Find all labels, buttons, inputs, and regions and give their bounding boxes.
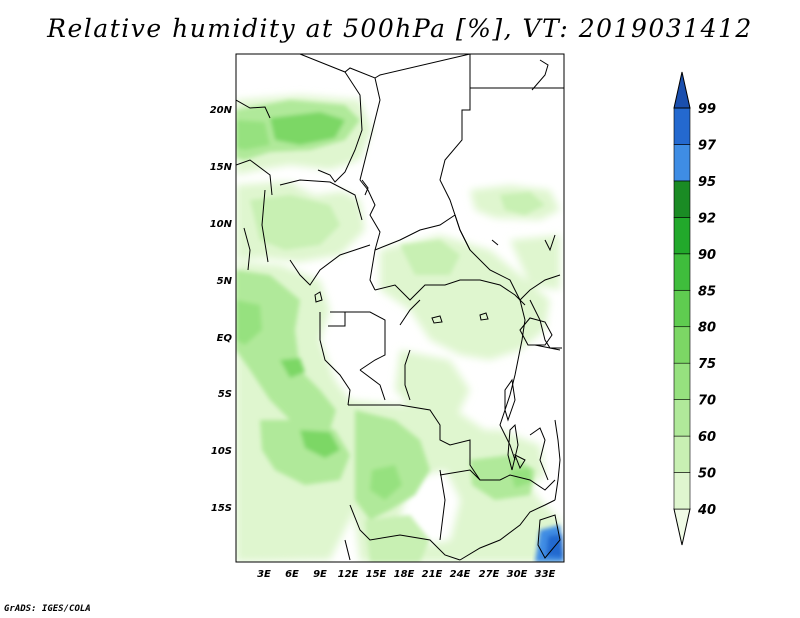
humidity-field [236,70,564,562]
lon-label: 3E [257,569,271,580]
colorbar-bin [673,472,691,510]
colorbar-bin [673,107,691,145]
colorbar-bin [673,362,691,400]
lat-axis-labels: 20N 15N 10N 5N EQ 5S 10S 15S [210,105,233,514]
lat-label: 10S [211,446,232,457]
lon-label: 6E [285,569,299,580]
colorbar-bin [673,289,691,328]
lon-axis-labels: 3E 6E 9E 12E 15E 18E 21E 24E 27E 30E 33E [257,569,555,580]
lon-label: 18E [394,569,415,580]
colorbar-bin [673,435,691,473]
lat-label: 20N [210,105,233,116]
country-borders [236,54,564,561]
lakes [314,291,561,559]
colorbar-label: 75 [698,357,716,372]
colorbar-label: 70 [698,394,716,409]
colorbar-label: 80 [698,321,716,336]
lat-label: 15S [211,503,232,514]
colorbar-label: 90 [698,248,716,263]
colorbar-bin [673,144,691,182]
colorbar-label: 92 [698,211,716,226]
colorbar-label: 85 [698,284,716,299]
lon-label: 24E [450,569,471,580]
colorbar-bin [673,508,691,546]
colorbar-label: 95 [698,175,716,190]
colorbar-label: 99 [698,102,716,117]
lon-label: 33E [535,569,556,580]
map-frame [235,53,565,563]
colorbar-bin [673,326,691,364]
lon-label: 30E [507,569,528,580]
colorbar-label: 60 [698,430,716,445]
lon-label: 27E [479,569,500,580]
colorbar-bin [673,180,691,218]
colorbar: 40 50 60 70 75 80 85 90 92 95 97 99 [673,71,717,546]
lon-label: 12E [338,569,359,580]
lon-label: 9E [313,569,327,580]
lon-label: 21E [422,569,443,580]
footer-credit: GrADS: IGES/COLA [4,604,91,614]
colorbar-label: 50 [698,467,716,482]
colorbar-bin [673,217,691,255]
chart-title: Relative humidity at 500hPa [%], VT: 201… [47,14,753,43]
lat-label: 5N [217,276,233,287]
colorbar-label: 97 [698,138,717,153]
colorbar-label: 40 [697,503,716,518]
lat-label: 15N [210,162,233,173]
lat-label: 10N [210,219,233,230]
colorbar-bin [673,253,691,291]
colorbar-bin [673,399,691,437]
colorbar-bin [673,71,691,109]
lat-label: EQ [217,333,233,344]
lat-label: 5S [218,389,232,400]
lon-label: 15E [366,569,387,580]
